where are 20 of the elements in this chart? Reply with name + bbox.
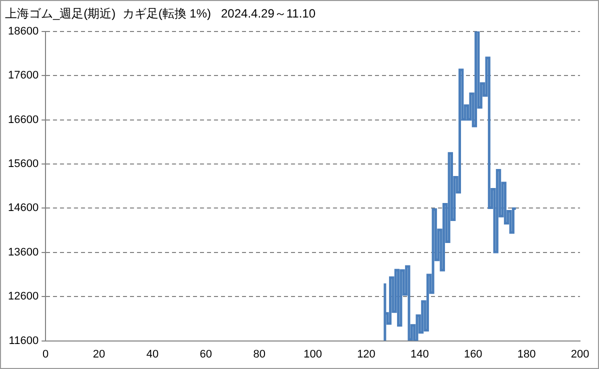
y-tick-label: 14600 <box>8 202 39 214</box>
x-tick-label: 120 <box>357 348 376 360</box>
y-tick-label: 15600 <box>8 158 39 170</box>
x-tick-label: 160 <box>464 348 482 360</box>
x-tick-label: 100 <box>304 348 322 360</box>
x-tick-label: 180 <box>517 348 536 360</box>
x-tick-label: 20 <box>92 348 106 360</box>
chart-title: 上海ゴム_週足(期近) カギ足(転換 1%) 2024.4.29～11.10 <box>5 6 316 21</box>
y-tick-label: 13600 <box>8 246 39 258</box>
y-tick-label: 16600 <box>8 114 39 126</box>
x-tick-label: 60 <box>200 348 212 360</box>
y-tick-label: 17600 <box>8 70 39 82</box>
x-tick-label: 200 <box>570 348 590 360</box>
x-tick-label: 0 <box>42 348 49 360</box>
y-tick-label: 11600 <box>8 334 39 347</box>
y-tick-label: 12600 <box>8 290 39 303</box>
x-tick-label: 40 <box>146 348 159 360</box>
x-tick-label: 140 <box>410 348 429 360</box>
x-tick-label: 80 <box>253 348 266 360</box>
y-tick-label: 18600 <box>8 25 39 38</box>
